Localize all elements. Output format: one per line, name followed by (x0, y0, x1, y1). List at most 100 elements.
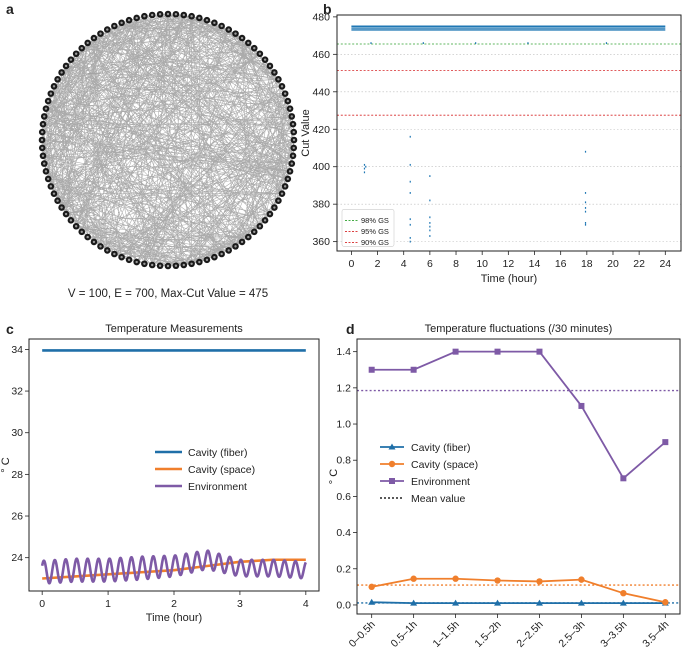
scatter-point (409, 218, 411, 221)
y-tick-label: 460 (312, 49, 330, 61)
graph-node-center (86, 41, 89, 45)
scatter-point (365, 165, 367, 168)
y-tick-label: 0.0 (336, 599, 351, 611)
graph-node-center (277, 199, 280, 202)
graph-node-center (198, 16, 201, 20)
x-tick-label: 24 (659, 258, 671, 270)
series-marker (494, 348, 501, 355)
y-tick-label: 1.2 (336, 382, 351, 394)
graph-node-center (106, 28, 109, 31)
y-axis-label: Cut Value (300, 109, 312, 157)
y-tick-label: 26 (11, 511, 23, 523)
series-marker (578, 576, 585, 583)
axes-frame (28, 338, 320, 592)
series-marker (536, 348, 543, 355)
scatter-point (584, 210, 587, 213)
legend-marker (388, 443, 396, 450)
scatter-point (409, 192, 411, 194)
graph-node-center (273, 71, 276, 74)
series-marker (662, 439, 669, 446)
y-tick-label: 0.4 (336, 527, 351, 539)
scatter-point (370, 42, 372, 44)
x-tick-label: 22 (633, 258, 645, 270)
graph-node-center (258, 225, 262, 228)
graph-node-center (120, 255, 123, 259)
series-marker (410, 366, 417, 373)
y-tick-label: 1.0 (336, 419, 351, 431)
scatter-point (409, 223, 411, 226)
graph-nodes (38, 10, 298, 270)
graph-node-center (205, 18, 209, 22)
x-tick-label: 8 (453, 258, 459, 270)
graph-node-center (291, 154, 295, 157)
graph-node-center (40, 138, 44, 142)
graph-node-center (41, 146, 44, 150)
graph-node-center (174, 264, 178, 267)
x-tick-label: 0.5–1h (389, 619, 420, 649)
graph-node-center (213, 21, 216, 25)
scatter-point (409, 163, 411, 166)
scatter-point (409, 240, 411, 243)
x-tick-label: 1.5–2h (472, 619, 503, 649)
x-tick-label: 1–1.5h (430, 619, 461, 649)
y-tick-label: 0.2 (336, 563, 351, 575)
graph-node-center (182, 263, 185, 267)
axes-frame (356, 338, 681, 615)
graph-node-center (277, 78, 280, 81)
graph-node-center (273, 206, 276, 209)
x-tick-label: 10 (476, 258, 488, 270)
graph-node-center (190, 15, 193, 18)
graph-edges (41, 13, 295, 267)
graph-node-center (60, 206, 63, 209)
graph-node-center (41, 154, 45, 157)
y-tick-label: 24 (11, 552, 23, 564)
x-axis-label: Time (hour) (481, 273, 537, 285)
x-tick-label: 1 (105, 598, 111, 610)
graph-node-center (69, 219, 73, 222)
scatter-point (605, 42, 608, 44)
x-tick-label: 14 (529, 258, 541, 270)
series-marker (494, 577, 501, 584)
graph-edge-lines (41, 13, 295, 267)
series-marker (368, 598, 376, 605)
series-marker (452, 348, 459, 355)
series-marker (410, 599, 418, 606)
series-line (371, 577, 666, 604)
x-tick-label: 2 (375, 258, 381, 270)
y-tick-label: 0.6 (336, 491, 351, 503)
x-tick-label: 3.5–4h (640, 619, 671, 649)
panel-a-caption: V = 100, E = 700, Max-Cut Value = 475 (68, 288, 268, 300)
graph-node-center (280, 192, 284, 195)
graph-node-center (247, 235, 250, 239)
graph-node-center (46, 99, 50, 103)
graph-node-center (240, 36, 244, 40)
scatter-point (475, 42, 477, 44)
scatter-point (527, 42, 529, 44)
scatter-point (584, 201, 587, 204)
legend-label: Environment (411, 476, 470, 488)
y-tick-label: 420 (312, 124, 330, 136)
graph-node-center (92, 240, 96, 244)
y-tick-label: 1.4 (336, 346, 351, 358)
x-tick-label: 3 (237, 598, 243, 610)
panel-d-chart: 0–0.5h 0.5–1h 1–1.5h 1.5–2h 2–2.5h 2.5–3h 3–3.… (328, 323, 681, 649)
legend-label: Cavity (space) (188, 464, 255, 476)
graph-node-center (174, 13, 178, 16)
graph-node-center (220, 252, 223, 256)
series-marker (662, 599, 669, 606)
graph-node-center (92, 36, 96, 40)
graph-node-center (227, 249, 230, 252)
graph-node-center (268, 64, 272, 68)
chart-title: Temperature fluctuations (/30 minutes) (425, 323, 613, 335)
graph-node-center (247, 41, 250, 45)
graph-node-center (113, 252, 116, 256)
series-marker (536, 578, 543, 585)
graph-node-center (166, 12, 170, 16)
graph-node-center (292, 138, 296, 142)
x-axis-label: Time (hour) (146, 612, 202, 624)
scatter-point (409, 135, 411, 138)
y-tick-label: 360 (312, 236, 330, 248)
graph-node-center (69, 58, 73, 61)
